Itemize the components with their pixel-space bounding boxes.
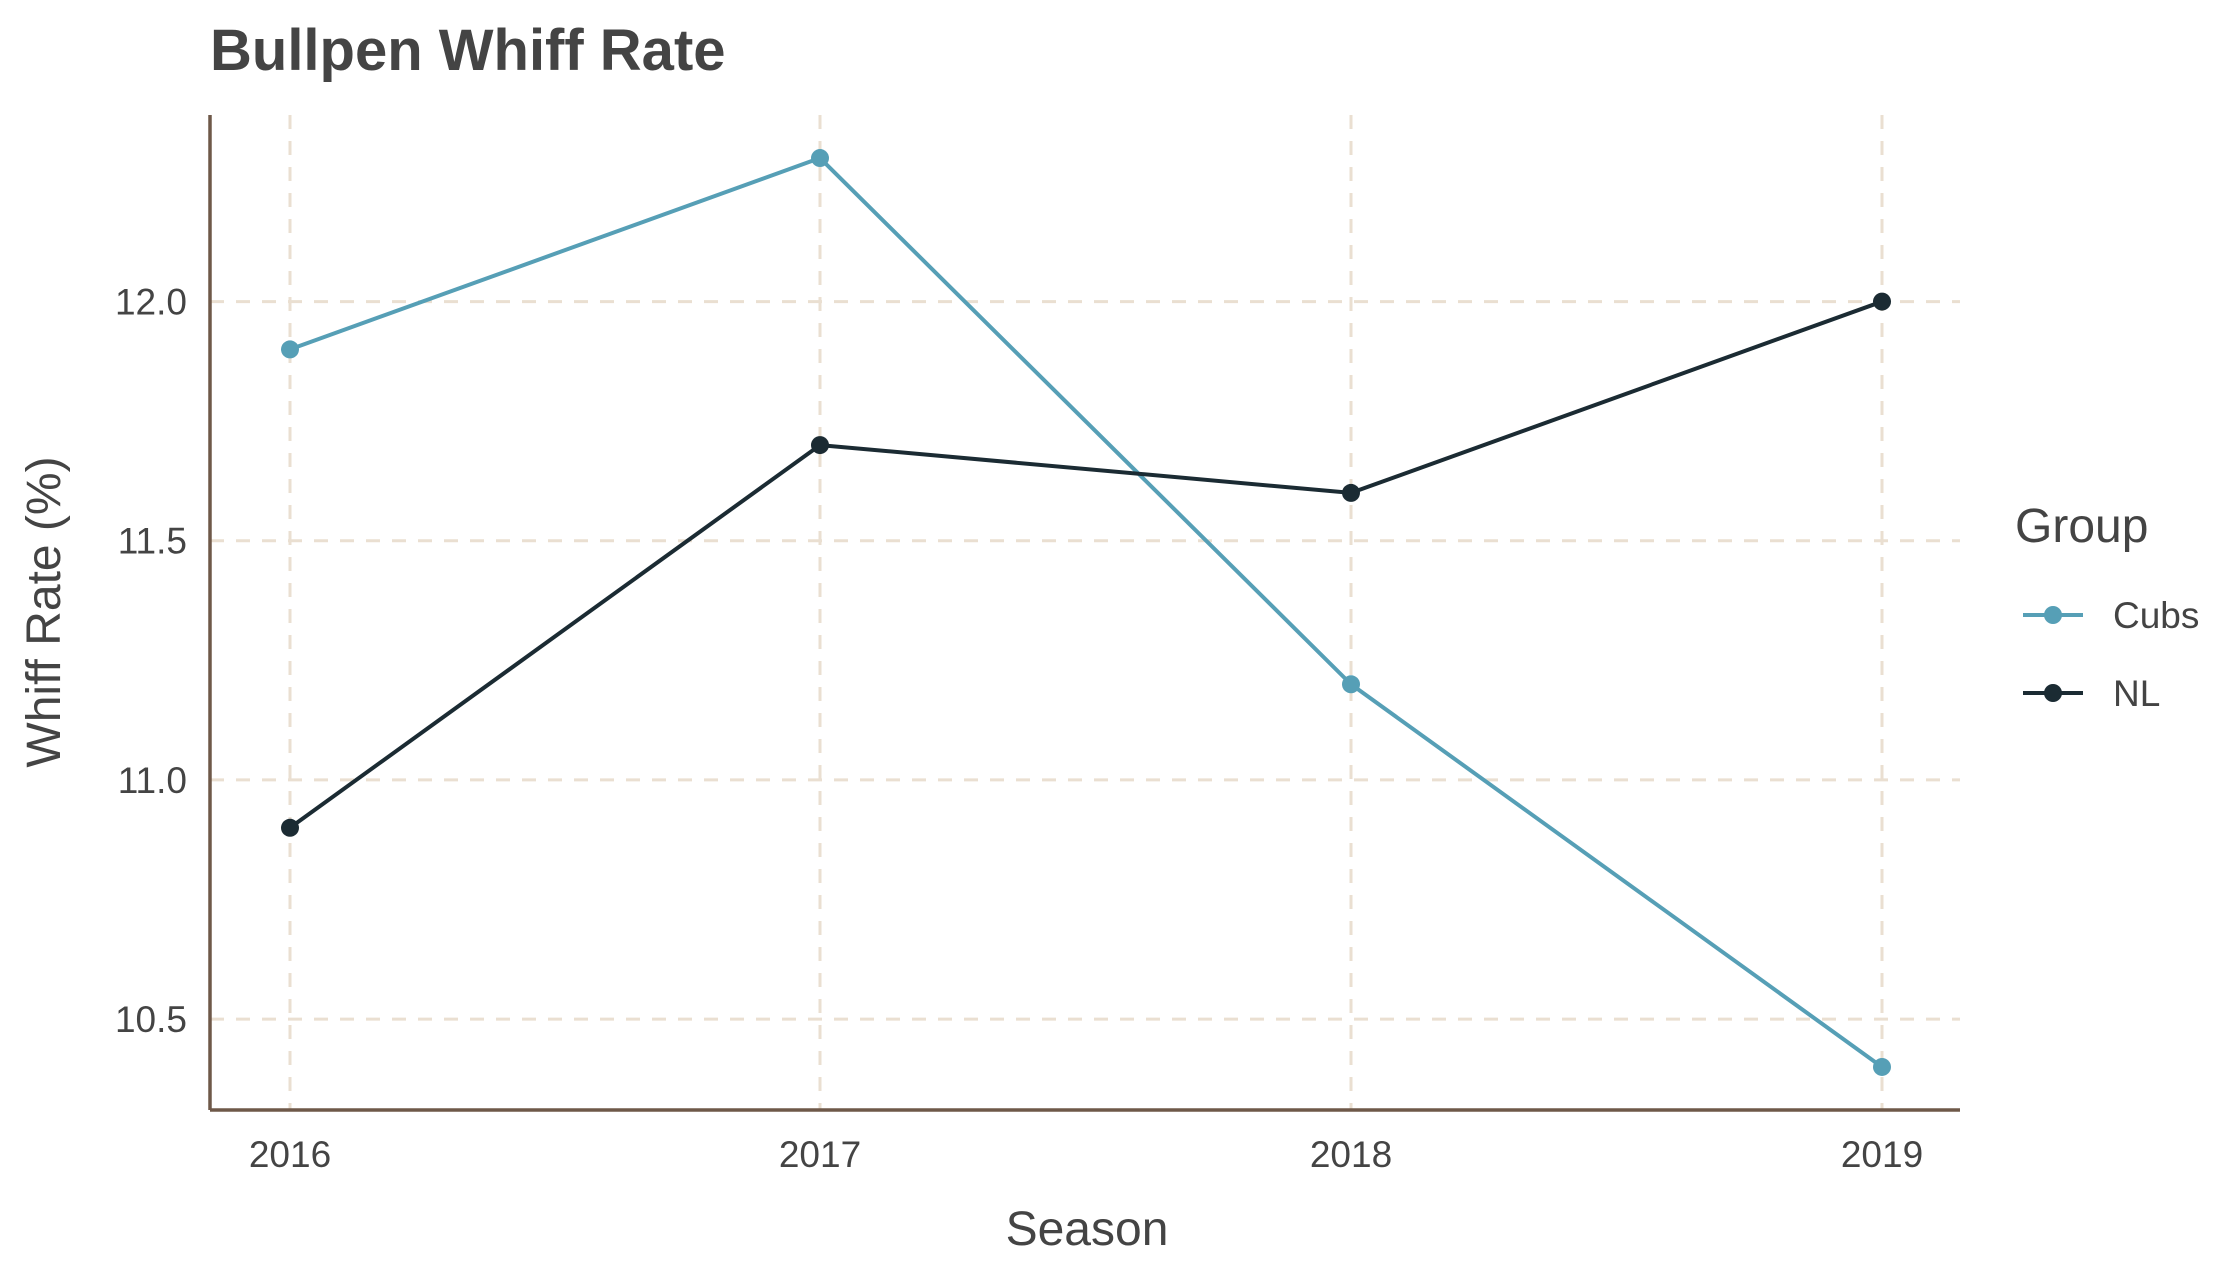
y-axis-label: Whiff Rate (%) bbox=[18, 456, 71, 767]
x-tick-label: 2016 bbox=[249, 1134, 331, 1175]
data-point bbox=[1873, 1057, 1891, 1076]
y-tick-label: 11.0 bbox=[118, 760, 187, 801]
series-line bbox=[289, 156, 1884, 1069]
legend-title: Group bbox=[2015, 500, 2148, 553]
x-tick-label: 2017 bbox=[779, 1134, 861, 1175]
legend-item-nl: NL bbox=[2023, 673, 2160, 714]
series-line bbox=[288, 299, 1883, 830]
chart-title: Bullpen Whiff Rate bbox=[210, 18, 726, 83]
data-point bbox=[1873, 292, 1891, 311]
data-point bbox=[811, 149, 829, 168]
legend-key-point bbox=[2044, 684, 2062, 702]
x-tick-label: 2018 bbox=[1310, 1134, 1392, 1175]
legend-label: Cubs bbox=[2113, 595, 2199, 636]
x-tick-label: 2019 bbox=[1841, 1134, 1923, 1175]
y-tick-label: 12.0 bbox=[115, 282, 187, 323]
series-nl bbox=[281, 292, 1891, 837]
legend: Group Cubs NL bbox=[2015, 500, 2199, 714]
series-cubs bbox=[281, 149, 1891, 1076]
legend-key-point bbox=[2044, 606, 2062, 624]
y-tick-label: 11.5 bbox=[118, 521, 187, 562]
legend-label: NL bbox=[2113, 673, 2160, 714]
axes bbox=[208, 115, 1960, 1112]
tick-labels: 10.5 11.0 11.5 12.0 2016 2017 2018 2019 bbox=[115, 282, 1923, 1175]
data-point bbox=[281, 340, 299, 359]
y-tick-label: 10.5 bbox=[115, 999, 187, 1040]
grid bbox=[210, 115, 1960, 1110]
x-axis-label: Season bbox=[1006, 1203, 1169, 1256]
data-point bbox=[1342, 483, 1360, 502]
data-point bbox=[811, 436, 829, 455]
data-point bbox=[281, 818, 299, 837]
legend-item-cubs: Cubs bbox=[2023, 595, 2199, 636]
data-series bbox=[281, 149, 1891, 1076]
data-point bbox=[1342, 675, 1360, 694]
